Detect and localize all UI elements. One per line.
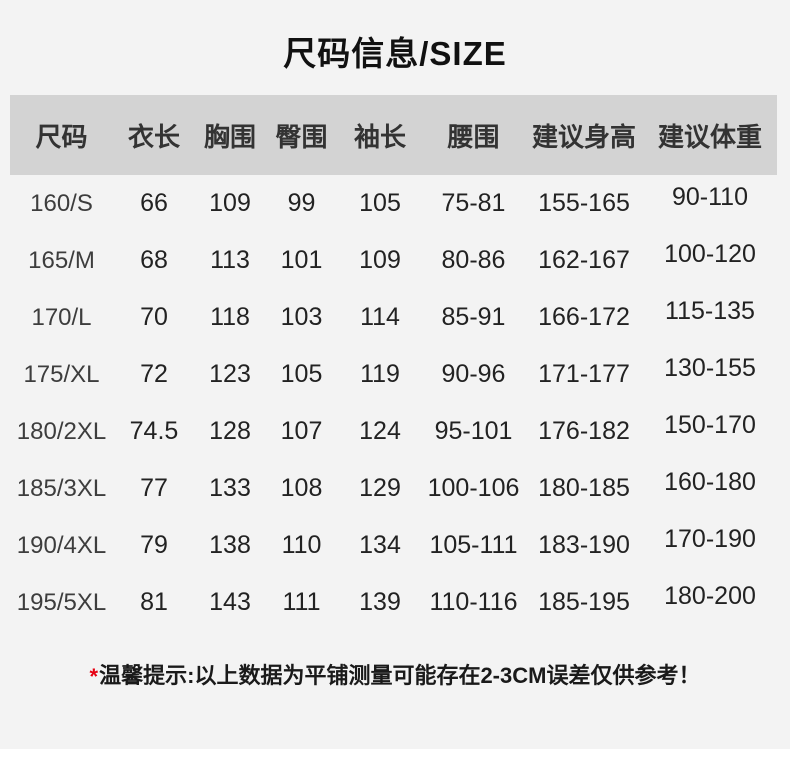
value-cell: 68 [140, 246, 168, 274]
value-cell: 90-96 [441, 360, 506, 388]
value-cell: 119 [360, 360, 400, 388]
value-cell: 100-106 [427, 474, 520, 502]
value-cell: 99 [287, 189, 316, 217]
value-cell: 180-185 [538, 474, 630, 502]
value-cell: 123 [209, 360, 251, 388]
table-row: 195/5XL 81 143 111 139 110-116 185-195 180-200 [10, 574, 790, 631]
value-cell: 150-170 [664, 411, 756, 439]
table-row: 190/4XL 79 138 110 134 105-111 183-190 170-190 [10, 517, 790, 574]
value-cell: 166-172 [538, 303, 630, 331]
value-cell: 185-195 [538, 588, 630, 616]
value-cell: 105 [280, 360, 323, 388]
column-header-0: 尺码 [35, 121, 88, 152]
value-cell: 180-200 [664, 582, 756, 610]
value-cell: 81 [140, 588, 168, 616]
column-header-6: 建议身高 [531, 121, 636, 152]
value-cell: 70 [140, 303, 168, 331]
table-body: 160/S 66 109 99 105 75-81 155-165 90-110 165/M 68… [0, 175, 790, 631]
value-cell: 113 [210, 246, 250, 274]
size-cell: 170/L [31, 303, 92, 331]
value-cell: 118 [210, 303, 250, 331]
value-cell: 101 [280, 246, 323, 274]
note-text: 以上数据为平铺测量可能存在2-3CM误差仅供参考！ [194, 663, 701, 688]
size-cell: 165/M [28, 246, 95, 274]
table-row: 185/3XL 77 133 108 129 100-106 180-185 160-180 [10, 460, 790, 517]
value-cell: 72 [140, 360, 168, 388]
size-cell: 175/XL [23, 360, 100, 388]
value-cell: 155-165 [538, 189, 630, 217]
value-cell: 171-177 [538, 360, 630, 388]
value-cell: 75-81 [441, 189, 506, 217]
page-title: 尺码信息/SIZE [283, 35, 507, 72]
value-cell: 95-101 [434, 417, 513, 445]
value-cell: 109 [209, 189, 251, 217]
column-header-7: 建议体重 [657, 121, 762, 152]
size-cell: 160/S [30, 189, 93, 217]
table-row: 165/M 68 113 101 109 80-86 162-167 100-120 [10, 232, 790, 289]
value-cell: 176-182 [538, 417, 630, 445]
note-asterisk: * [89, 664, 99, 689]
value-cell: 183-190 [538, 531, 630, 559]
table-header-row: 尺码 衣长 胸围 臀围 袖长 腰围 建议身高 建议体重 [10, 95, 777, 175]
value-cell: 66 [140, 189, 168, 217]
table-row: 170/L 70 118 103 114 85-91 166-172 115-135 [10, 289, 790, 346]
value-cell: 105 [359, 189, 401, 217]
value-cell: 129 [359, 474, 401, 502]
value-cell: 139 [359, 588, 401, 616]
value-cell: 162-167 [538, 246, 630, 274]
size-cell: 185/3XL [16, 474, 107, 502]
value-cell: 134 [359, 531, 401, 559]
value-cell: 100-120 [664, 240, 756, 268]
value-cell: 74.5 [129, 417, 179, 445]
column-header-2: 胸围 [203, 121, 256, 152]
note: *温馨提示:以上数据为平铺测量可能存在2-3CM误差仅供参考！ [0, 658, 790, 690]
table-row: 160/S 66 109 99 105 75-81 155-165 90-110 [10, 175, 790, 232]
value-cell: 90-110 [672, 183, 748, 211]
size-cell: 190/4XL [16, 531, 107, 559]
value-cell: 115-135 [665, 297, 755, 325]
column-header-1: 衣长 [127, 121, 180, 152]
value-cell: 107 [280, 417, 323, 445]
value-cell: 130-155 [664, 354, 756, 382]
value-cell: 133 [209, 474, 251, 502]
value-cell: 105-111 [429, 531, 518, 559]
column-header-3: 臀围 [275, 121, 328, 152]
value-cell: 80-86 [441, 246, 506, 274]
value-cell: 77 [140, 474, 168, 502]
size-cell: 195/5XL [16, 588, 107, 616]
value-cell: 128 [209, 417, 251, 445]
value-cell: 160-180 [664, 468, 756, 496]
value-cell: 124 [359, 417, 401, 445]
value-cell: 109 [359, 246, 401, 274]
column-header-5: 腰围 [447, 121, 500, 152]
value-cell: 138 [209, 531, 251, 559]
note-label: 温馨提示: [99, 663, 195, 688]
value-cell: 110 [281, 531, 322, 559]
size-cell: 180/2XL [16, 417, 107, 445]
value-cell: 85-91 [441, 303, 506, 331]
table-row: 175/XL 72 123 105 119 90-96 171-177 130-155 [10, 346, 790, 403]
value-cell: 110-116 [429, 588, 518, 616]
value-cell: 170-190 [664, 525, 756, 553]
value-cell: 108 [280, 474, 323, 502]
value-cell: 114 [360, 303, 400, 331]
value-cell: 143 [209, 588, 251, 616]
value-cell: 111 [282, 588, 321, 616]
value-cell: 103 [280, 303, 323, 331]
size-chart-page: 尺码信息/SIZE 尺码 衣长 胸围 臀围 袖长 腰围 建议身高 建议体重 160/S 66 10… [0, 0, 790, 749]
column-header-4: 袖长 [353, 121, 406, 152]
value-cell: 79 [140, 531, 168, 559]
table-row: 180/2XL 74.5 128 107 124 95-101 176-182 150-170 [10, 403, 790, 460]
